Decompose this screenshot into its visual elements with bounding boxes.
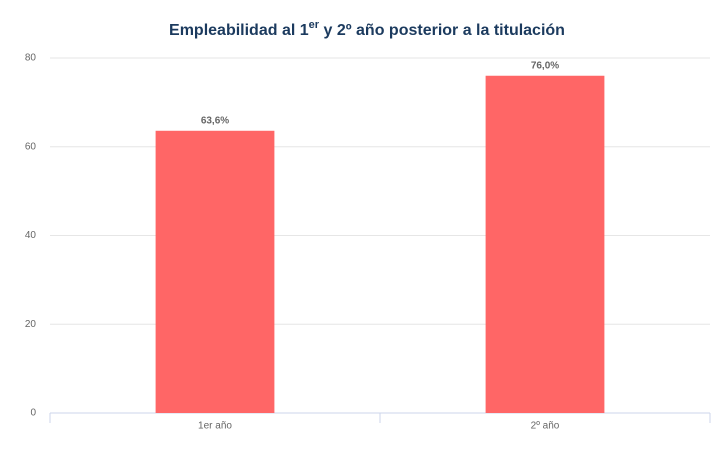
- y-tick-label: 40: [25, 230, 37, 241]
- value-label: 76,0%: [531, 60, 559, 71]
- title-part: Empleabilidad al 1: [169, 22, 309, 39]
- y-tick-label: 0: [30, 408, 36, 419]
- bar: [155, 130, 275, 413]
- title-part: er: [309, 19, 320, 31]
- chart-title: Empleabilidad al 1er y 2º año posterior …: [169, 19, 565, 39]
- y-tick-label: 20: [25, 319, 37, 330]
- bar: [485, 75, 605, 413]
- y-tick-label: 80: [25, 53, 37, 64]
- x-tick-label: 1er año: [198, 421, 232, 432]
- title-part: y 2º año posterior a la titulación: [319, 22, 565, 39]
- y-tick-label: 60: [25, 141, 37, 152]
- x-tick-label: 2º año: [531, 421, 560, 432]
- value-label: 63,6%: [201, 115, 229, 126]
